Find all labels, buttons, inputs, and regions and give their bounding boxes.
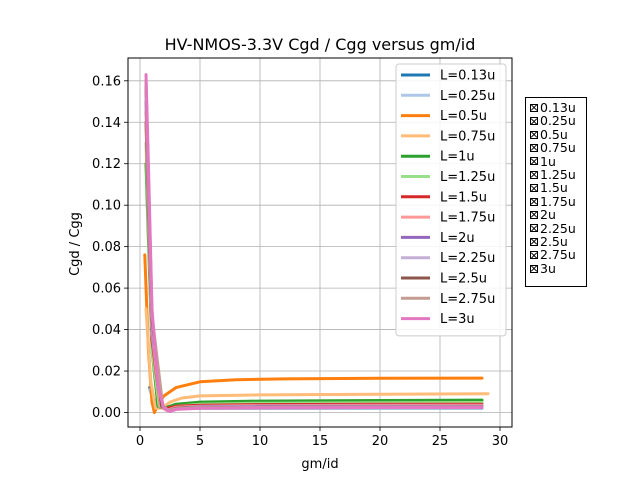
y-tick-label: 0.02: [92, 365, 121, 380]
side-legend-item[interactable]: 1u: [530, 153, 586, 169]
y-axis-label: Cgd / Cgg: [68, 212, 83, 276]
side-legend-label: 0.13u: [540, 100, 576, 115]
x-tick-label: 30: [492, 434, 509, 449]
legend: L=0.13u L=0.25u L=0.5u L=0.75u L=1u L=1.25u L=…: [395, 63, 507, 337]
side-legend-item[interactable]: 0.25u: [530, 113, 586, 129]
x-tick-label: 25: [432, 434, 449, 449]
legend-label: L=3u: [440, 312, 475, 327]
legend-box: [395, 63, 507, 337]
side-legend-label: 3u: [540, 260, 556, 276]
legend-label: L=1.75u: [440, 211, 495, 226]
x-tick-label: 15: [312, 434, 329, 449]
y-tick-label: 0.14: [92, 116, 121, 131]
side-legend: 0.13u 0.25u 0.5u 0.75u 1u 1.25u 1.5u 1.75u 2u 2.2…: [525, 97, 587, 287]
checkbox-icon[interactable]: [530, 157, 538, 166]
series-line-12: [144, 73, 484, 413]
legend-label: L=0.5u: [440, 109, 487, 124]
checkbox-icon[interactable]: [530, 210, 538, 219]
y-tick-label: 0.10: [92, 199, 121, 214]
legend-label: L=2.5u: [440, 272, 487, 287]
x-tick-label: 5: [196, 434, 204, 449]
side-legend-item[interactable]: 2u: [530, 207, 586, 223]
checkbox-icon[interactable]: [530, 103, 538, 112]
side-legend-label: 0.25u: [540, 113, 576, 129]
side-legend-item[interactable]: 3u: [530, 260, 586, 276]
side-legend-item[interactable]: 2.5u: [530, 235, 586, 248]
side-legend-label: 2.5u: [540, 234, 568, 250]
checkbox-icon[interactable]: [530, 117, 538, 126]
side-legend-item[interactable]: 1.75u: [530, 193, 586, 209]
side-legend-label: 2u: [540, 207, 556, 223]
side-legend-item[interactable]: 0.5u: [530, 126, 586, 142]
side-legend-item[interactable]: 0.13u: [530, 101, 586, 114]
side-legend-label: 1.75u: [540, 193, 576, 209]
legend-label: L=0.25u: [440, 89, 495, 104]
y-tick-label: 0.12: [92, 157, 121, 172]
side-legend-item[interactable]: 1.5u: [530, 180, 586, 196]
checkbox-icon[interactable]: [530, 130, 538, 139]
side-legend-item[interactable]: 2.75u: [530, 247, 586, 263]
y-tick-label: 0.04: [92, 323, 121, 338]
checkbox-icon[interactable]: [530, 184, 538, 193]
legend-label: L=2.75u: [440, 292, 495, 307]
legend-label: L=1.25u: [440, 170, 495, 185]
side-legend-label: 0.5u: [540, 126, 568, 142]
x-tick-label: 10: [252, 434, 269, 449]
ticks: 0 5 10 15 20 25 30 0.00 0.02 0.04 0.06 0.08 0.10 0.12…: [92, 74, 508, 449]
legend-label: L=2u: [440, 231, 475, 246]
side-legend-item[interactable]: 1.25u: [530, 168, 586, 181]
side-legend-label: 0.75u: [540, 140, 576, 156]
side-legend-label: 1.5u: [540, 180, 568, 196]
side-legend-label: 1.25u: [540, 167, 576, 183]
legend-label: L=2.25u: [440, 251, 495, 266]
chart-title: HV-NMOS-3.3V Cgd / Cgg versus gm/id: [165, 35, 476, 54]
y-tick-label: 0.06: [92, 282, 121, 297]
y-tick-label: 0.08: [92, 240, 121, 255]
series-line-3: [144, 307, 490, 410]
side-legend-item[interactable]: 0.75u: [530, 140, 586, 156]
series-line-2: [143, 253, 484, 414]
checkbox-icon[interactable]: [530, 143, 538, 152]
checkbox-icon[interactable]: [530, 251, 538, 260]
checkbox-icon[interactable]: [530, 170, 538, 179]
side-legend-label: 2.75u: [540, 247, 576, 263]
x-axis-label: gm/id: [301, 457, 338, 472]
legend-label: L=0.13u: [440, 69, 495, 84]
x-tick-label: 20: [372, 434, 389, 449]
side-legend-label: 1u: [540, 153, 556, 169]
legend-label: L=0.75u: [440, 129, 495, 144]
checkbox-icon[interactable]: [530, 224, 538, 233]
side-legend-item[interactable]: 2.25u: [530, 220, 586, 236]
y-tick-label: 0.00: [92, 406, 121, 421]
legend-label: L=1.5u: [440, 190, 487, 205]
checkbox-icon[interactable]: [530, 264, 538, 273]
checkbox-icon[interactable]: [530, 237, 538, 246]
series-layer: [143, 73, 490, 414]
y-tick-label: 0.16: [92, 74, 121, 89]
side-legend-label: 2.25u: [540, 220, 576, 236]
x-tick-label: 0: [136, 434, 144, 449]
legend-label: L=1u: [440, 150, 475, 165]
checkbox-icon[interactable]: [530, 197, 538, 206]
